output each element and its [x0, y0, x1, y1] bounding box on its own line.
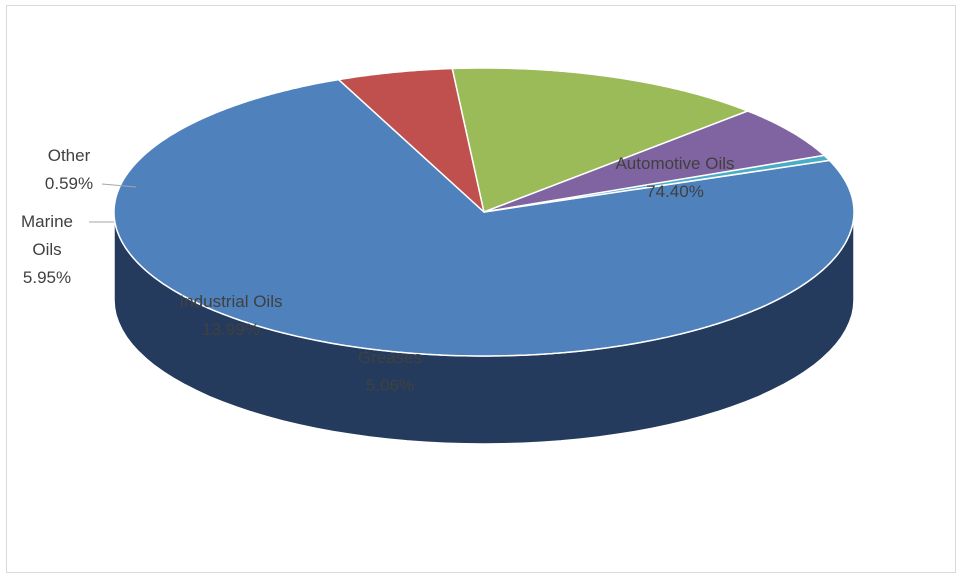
leader-lines — [89, 183, 137, 223]
label-greases-pct: 5.06% — [366, 376, 414, 395]
label-greases-name: Greases — [358, 348, 422, 367]
slice-automotive-oils — [113, 78, 855, 357]
slice-other — [483, 154, 831, 213]
label-industrial-pct: 13.99% — [202, 320, 260, 339]
label-automotive-name: Automotive Oils — [615, 154, 734, 173]
label-other-name: Other — [48, 146, 91, 165]
pie-tops — [113, 67, 855, 357]
data-labels: Automotive Oils 74.40% Greases 5.06% Ind… — [21, 146, 735, 395]
label-industrial-name: Industrial Oils — [180, 292, 283, 311]
label-marine-pct: 5.95% — [23, 268, 71, 287]
label-other-pct: 0.59% — [45, 174, 93, 193]
label-automotive-pct: 74.40% — [646, 182, 704, 201]
label-marine-name-1: Marine — [21, 212, 73, 231]
slice-greases — [337, 67, 485, 213]
leader-line-other — [101, 183, 137, 188]
label-marine-name-2: Oils — [32, 240, 61, 259]
slice-marine-oils — [483, 110, 826, 213]
slice-industrial-oils — [451, 67, 749, 213]
